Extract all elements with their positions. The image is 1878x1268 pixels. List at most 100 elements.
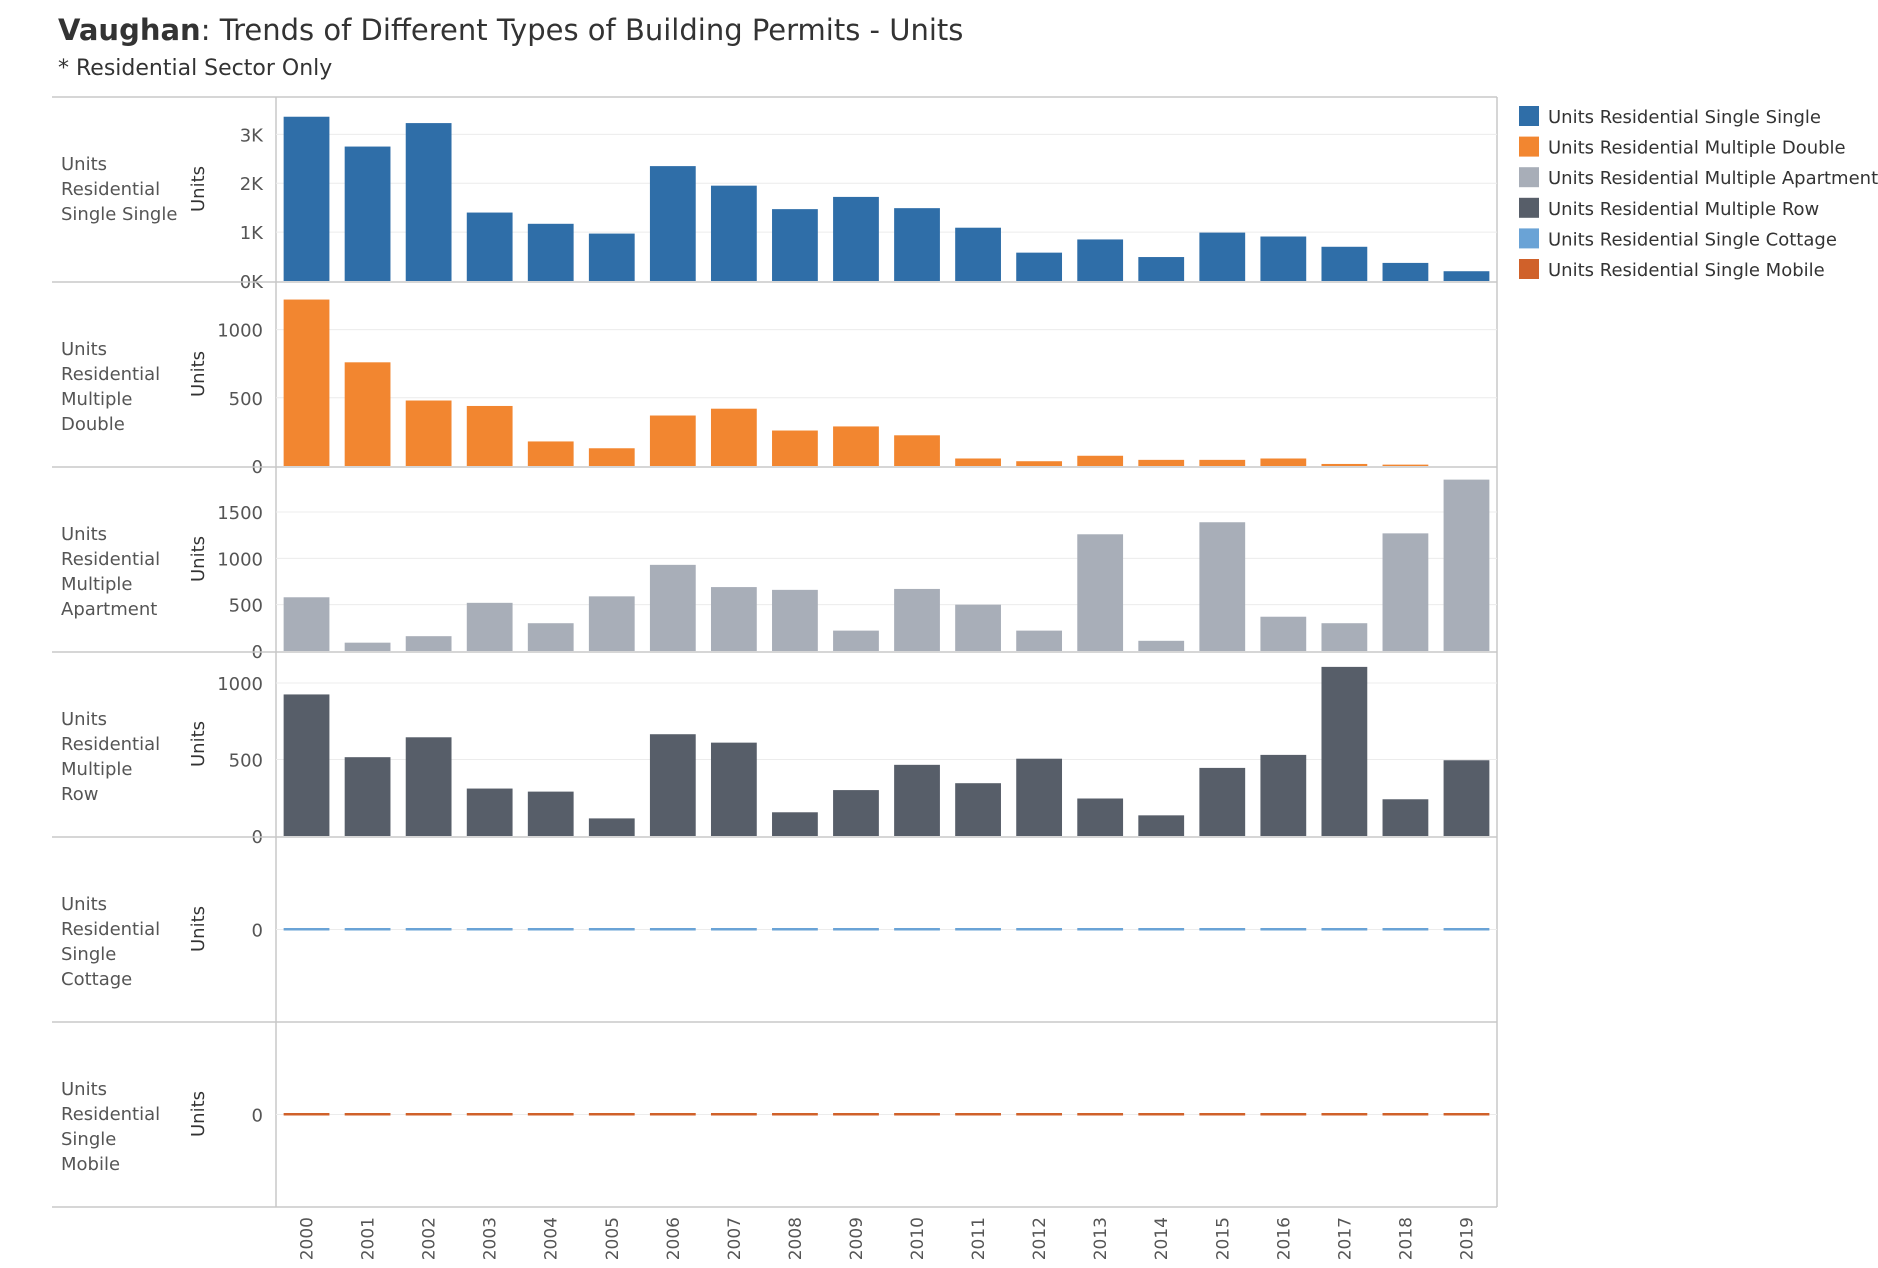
y-axis-label: Units: [188, 536, 209, 582]
legend-label: Units Residential Single Cottage: [1548, 229, 1837, 250]
x-tick-label: 2016: [1274, 1217, 1294, 1260]
bar: [1260, 754, 1307, 836]
legend-item: Units Residential Multiple Row: [1519, 197, 1819, 220]
bar: [1382, 799, 1429, 836]
bar: [1138, 257, 1185, 281]
bar: [772, 1113, 818, 1116]
bar: [466, 405, 513, 466]
legend-swatch: [1519, 106, 1539, 126]
chart-subtitle: * Residential Sector Only: [58, 56, 332, 81]
bar: [344, 642, 391, 651]
legend-label: Units Residential Single Single: [1548, 107, 1821, 128]
bar: [955, 1113, 1001, 1116]
bar: [1016, 758, 1063, 836]
legend-item: Units Residential Multiple Apartment: [1519, 167, 1878, 189]
legend-item: Units Residential Multiple Double: [1519, 136, 1846, 159]
bar: [588, 818, 635, 836]
panel-row-label: Units: [61, 894, 107, 915]
bar: [527, 623, 574, 651]
bar: [405, 737, 452, 836]
y-tick-label: 1000: [217, 674, 263, 695]
panel-row-label: Multiple: [61, 759, 133, 780]
bar: [466, 788, 513, 836]
bar: [1199, 1113, 1246, 1116]
bar: [1199, 459, 1246, 466]
panel-row-label: Units: [61, 339, 107, 360]
bar: [1260, 1113, 1307, 1116]
y-tick-label: 1500: [217, 503, 263, 524]
bar: [1382, 1113, 1429, 1116]
panel-row-label: Units: [61, 524, 107, 545]
bar: [1382, 464, 1429, 466]
bar: [1016, 630, 1063, 651]
x-tick-label: 2007: [725, 1217, 745, 1260]
bar: [649, 734, 696, 836]
bar: [283, 1113, 330, 1116]
y-tick-label: 500: [229, 750, 263, 771]
legend-label: Units Residential Multiple Double: [1548, 138, 1846, 159]
y-tick-label: 500: [229, 389, 263, 410]
x-tick-label: 2011: [969, 1217, 989, 1260]
bar: [405, 928, 452, 931]
panel-row-label: Row: [61, 784, 98, 805]
bar: [955, 227, 1001, 281]
bar: [1199, 522, 1246, 651]
bar: [466, 1113, 513, 1116]
bar: [1138, 928, 1185, 931]
legend-label: Units Residential Multiple Apartment: [1548, 168, 1878, 189]
bar: [588, 1113, 635, 1116]
bar: [1016, 252, 1063, 281]
bar: [466, 602, 513, 651]
bar: [1077, 455, 1124, 466]
bar: [405, 1113, 452, 1116]
bar: [710, 408, 757, 466]
bar: [1199, 767, 1246, 836]
bar: [1443, 928, 1490, 931]
bar: [405, 636, 452, 651]
panel-row-label: Residential: [61, 734, 160, 755]
bar: [710, 928, 757, 931]
bar: [527, 1113, 574, 1116]
bar: [283, 116, 330, 281]
bar: [710, 1113, 757, 1116]
x-tick-label: 2002: [420, 1217, 440, 1260]
bar: [344, 928, 391, 931]
bar: [955, 604, 1001, 651]
bar: [649, 415, 696, 466]
bar: [772, 430, 818, 466]
panel-6: 0 Units Residential Single Mobile Units: [52, 1079, 1497, 1208]
bar: [710, 185, 757, 281]
bar: [1443, 271, 1490, 281]
panel-row-label: Mobile: [61, 1154, 120, 1175]
panel-row-label: Residential: [61, 1104, 160, 1125]
bar: [833, 928, 879, 931]
bar: [894, 928, 940, 931]
bar: [527, 791, 574, 836]
bar: [466, 928, 513, 931]
bar: [1077, 534, 1124, 651]
bar: [833, 790, 879, 836]
x-tick-label: 2001: [359, 1217, 379, 1260]
bar: [1077, 798, 1124, 836]
x-tick-label: 2015: [1213, 1217, 1233, 1260]
bar: [1382, 262, 1429, 281]
x-tick-label: 2010: [908, 1217, 928, 1260]
bar: [1016, 461, 1063, 466]
bar: [1443, 479, 1490, 651]
bar: [588, 928, 635, 931]
x-axis: 2000 2001 2002 2003 2004 2005 2006 2007 2008 2009…: [298, 1217, 1478, 1260]
chart-title-bold: Vaughan: [58, 13, 201, 47]
bar: [1260, 458, 1307, 466]
bar: [527, 441, 574, 466]
panel-row-label: Apartment: [61, 599, 157, 620]
bar: [833, 426, 879, 466]
x-tick-label: 2018: [1396, 1217, 1416, 1260]
bar: [833, 196, 879, 281]
bar: [649, 928, 696, 931]
bar: [1321, 1113, 1368, 1116]
y-tick-label: 500: [229, 596, 263, 617]
panel-row-label: Residential: [61, 179, 160, 200]
chart-title: Vaughan: Trends of Different Types of Bu…: [58, 13, 963, 47]
